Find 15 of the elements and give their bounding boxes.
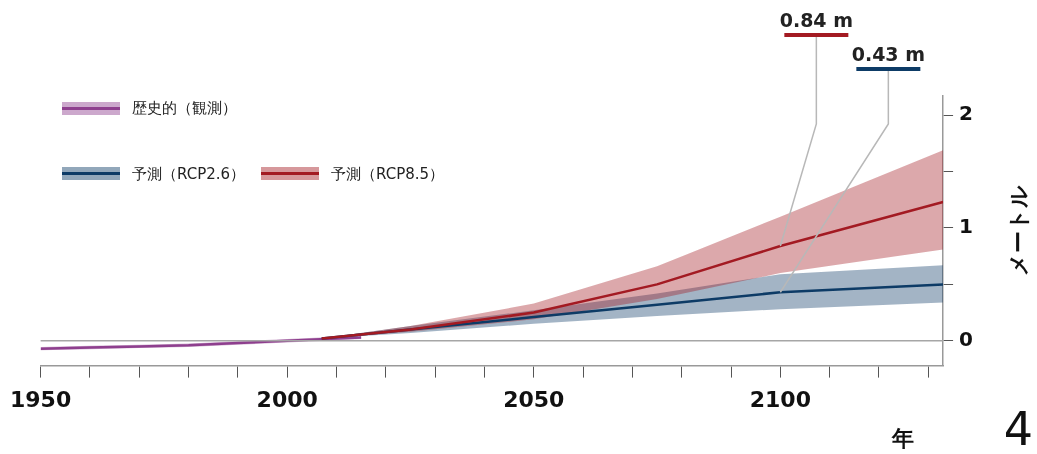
legend-label: 予測（RCP8.5） (331, 163, 445, 185)
legend-label: 歴史的（観測） (132, 98, 237, 119)
x-tick-label: 2000 (256, 386, 318, 412)
y-tick-label: 2 (959, 101, 974, 126)
x-tick-label: 1950 (10, 386, 72, 412)
x-tick-label: 2100 (749, 386, 811, 412)
x-tick-label: 2050 (503, 386, 565, 412)
annotation: 0.43 m (851, 43, 925, 65)
y-tick-label: 0 (959, 326, 974, 351)
y-axis-title: メートル (1005, 185, 1031, 277)
annotation: 0.84 m (779, 9, 853, 31)
text: 4 (1003, 402, 1033, 454)
x-axis-title: 年 (891, 425, 915, 451)
legend-label: 予測（RCP2.6） (132, 163, 246, 185)
y-tick-label: 1 (959, 214, 974, 239)
